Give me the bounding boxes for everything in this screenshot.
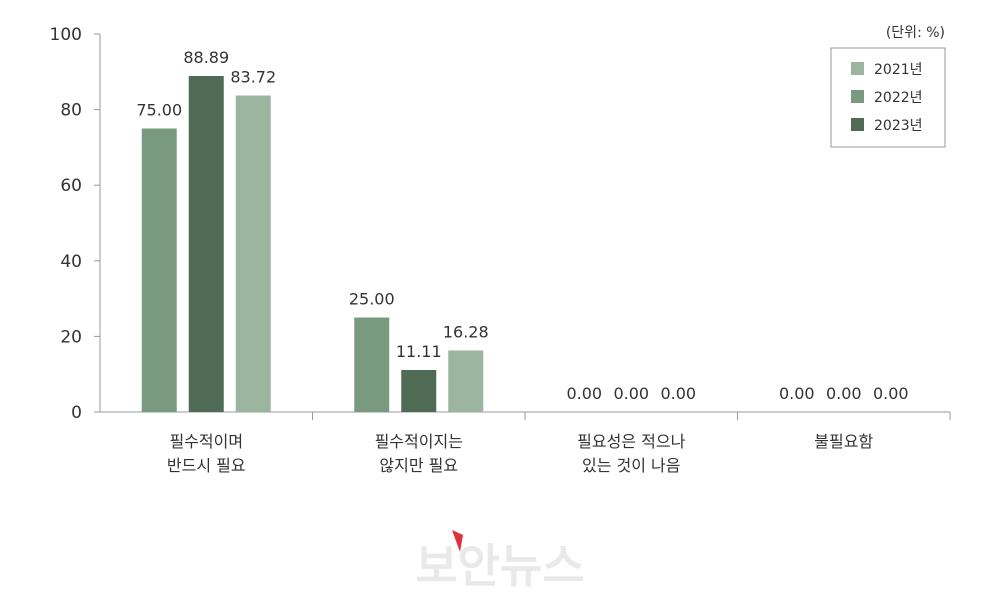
category-label: 않지만 필요 [379, 456, 458, 475]
watermark-logo: 보안뉴스 [415, 539, 584, 593]
y-tick-label: 60 [60, 176, 82, 196]
bar [235, 95, 271, 413]
bars [141, 75, 484, 413]
legend-label: 2023년 [874, 118, 923, 134]
category-label: 불필요함 [814, 432, 873, 451]
category-label: 필요성은 적으나 [577, 432, 685, 451]
legend-label: 2021년 [874, 62, 923, 78]
watermark-pin-icon [452, 530, 463, 552]
data-label: 0.00 [826, 384, 862, 403]
y-tick-label: 0 [71, 403, 82, 423]
category-label: 필수적이지는 [375, 432, 463, 451]
y-tick-label: 100 [50, 25, 82, 45]
data-label: 25.00 [349, 290, 395, 309]
data-label: 0.00 [873, 384, 909, 403]
legend-box [830, 47, 946, 148]
unit-label: (단위: %) [886, 25, 945, 41]
legend-swatch [851, 62, 864, 75]
category-label: 있는 것이 나음 [582, 456, 681, 475]
bar [401, 370, 437, 412]
data-label: 16.28 [443, 322, 489, 341]
bar [448, 350, 484, 412]
data-label: 75.00 [136, 101, 182, 120]
legend: 2021년 2022년 2023년 [830, 47, 946, 148]
legend-label: 2022년 [874, 90, 923, 106]
bar [354, 317, 390, 412]
data-label: 0.00 [566, 384, 602, 403]
legend-swatch [851, 118, 864, 131]
x-axis [100, 411, 951, 420]
y-axis: 0 20 40 60 80 100 [50, 25, 101, 423]
data-label: 88.89 [183, 48, 229, 67]
category-label: 반드시 필요 [167, 456, 246, 475]
data-label: 0.00 [613, 384, 649, 403]
data-label: 0.00 [779, 384, 815, 403]
y-tick-label: 80 [60, 101, 82, 121]
y-tick-label: 20 [60, 327, 82, 347]
data-label: 83.72 [230, 68, 276, 87]
data-label: 0.00 [660, 384, 696, 403]
bar [188, 75, 224, 413]
category-label: 필수적이며 [169, 432, 243, 451]
y-tick-label: 40 [60, 252, 82, 272]
legend-swatch [851, 90, 864, 103]
data-label: 11.11 [396, 342, 442, 361]
bar [141, 128, 177, 412]
